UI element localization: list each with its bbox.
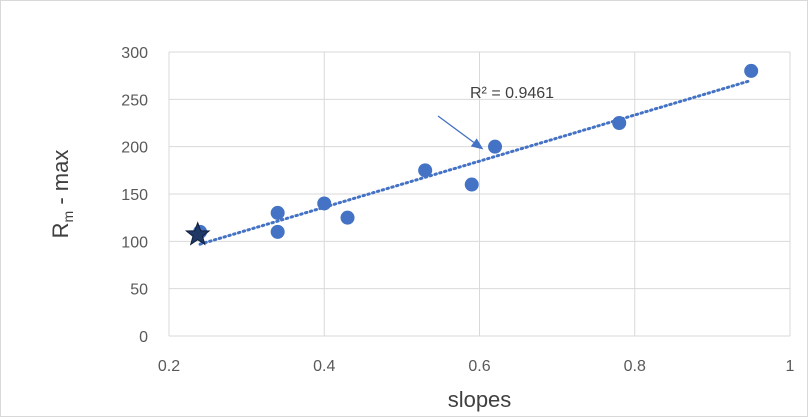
y-tick-label-5: 250 xyxy=(121,92,148,109)
data-point-0-6 xyxy=(464,177,479,192)
x-tick-label-0: 0.2 xyxy=(158,358,180,375)
highlight-star-marker xyxy=(184,221,211,246)
annotation-arrowhead xyxy=(470,138,484,150)
x-tick-label-2: 0.6 xyxy=(468,358,490,375)
data-point-0-8 xyxy=(612,116,627,130)
data-point-0-9 xyxy=(744,63,759,78)
x-tick-label-3: 0.8 xyxy=(624,358,646,375)
annotation-group: R² = 0.9461 xyxy=(437,85,554,150)
y-tick-label-2: 100 xyxy=(121,234,148,251)
y-axis-title-rest: - max xyxy=(48,150,73,211)
data-point-0-7 xyxy=(488,139,503,154)
y-axis-title: Rm - max xyxy=(48,150,76,239)
y-tick-label-0: 0 xyxy=(139,329,148,346)
x-tick-labels: 0.2 0.4 0.6 0.8 1 xyxy=(158,358,795,375)
r-squared-label: R² = 0.9461 xyxy=(470,85,554,102)
x-axis-title: slopes xyxy=(448,387,512,412)
data-point-0-3 xyxy=(317,196,332,211)
annotation-arrow xyxy=(437,115,475,143)
y-tick-label-3: 150 xyxy=(121,187,148,204)
x-tick-label-1: 0.4 xyxy=(313,358,335,375)
data-point-0-1 xyxy=(270,205,285,220)
y-tick-label-4: 200 xyxy=(121,140,148,157)
x-tick-label-4: 1 xyxy=(786,358,795,375)
y-axis-title-subscript: m xyxy=(60,211,76,223)
y-tick-label-6: 300 xyxy=(121,45,148,62)
highlight-group xyxy=(184,221,211,246)
data-point-0-4 xyxy=(340,210,355,225)
data-point-0-2 xyxy=(270,224,285,239)
trendline xyxy=(198,78,753,246)
data-point-0-5 xyxy=(418,163,433,178)
y-tick-label-1: 50 xyxy=(130,282,148,299)
y-axis-title-main: R xyxy=(48,222,73,238)
y-tick-labels: 0 50 100 150 200 250 300 xyxy=(121,45,148,346)
trendline-group xyxy=(198,78,753,246)
